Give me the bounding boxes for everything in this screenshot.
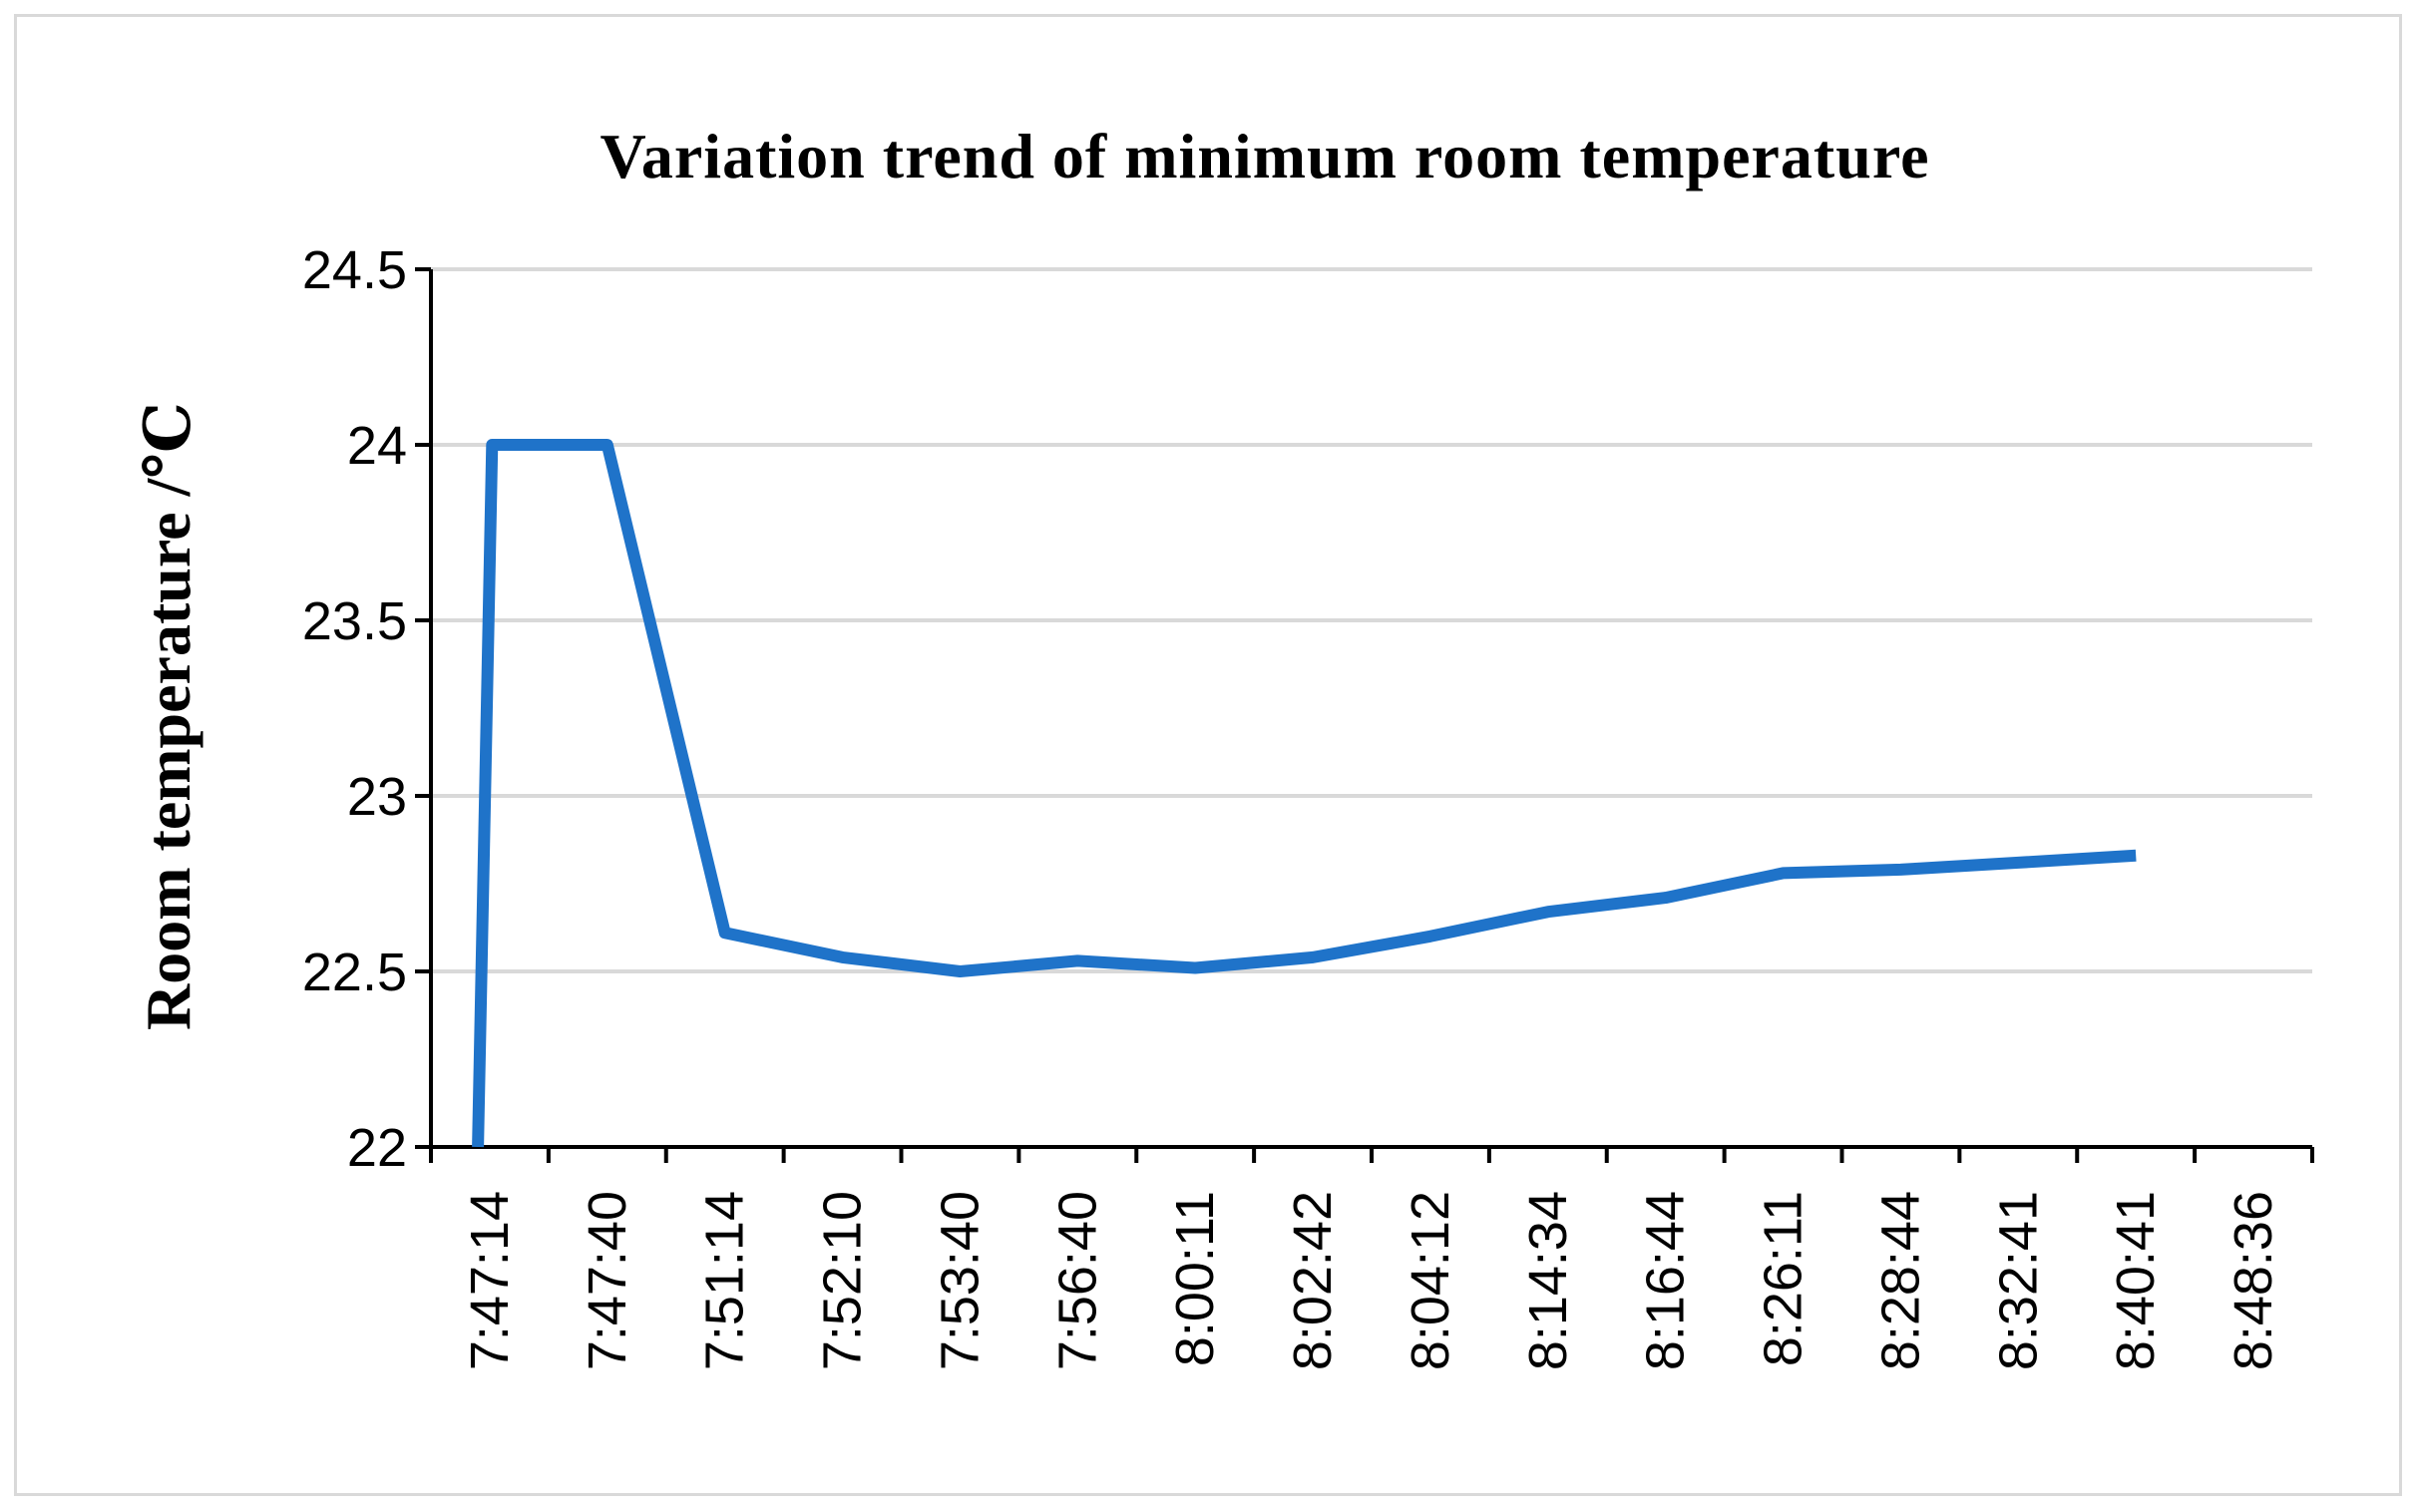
y-tick-label-24.5: 24.5 bbox=[302, 240, 407, 300]
x-tick-label-12: 8:28:44 bbox=[1870, 1191, 1930, 1370]
x-tick-label-3: 7:52:10 bbox=[813, 1191, 873, 1370]
y-tick-label-22.5: 22.5 bbox=[302, 943, 407, 1002]
x-tick-label-9: 8:14:34 bbox=[1518, 1191, 1578, 1370]
x-tick-label-2: 7:51:14 bbox=[695, 1191, 755, 1370]
chart-title: Variation trend of minimum room temperat… bbox=[601, 121, 1930, 191]
x-tick-label-8: 8:04:12 bbox=[1401, 1191, 1460, 1370]
chart-frame bbox=[14, 14, 2402, 1496]
y-axis-label: Room temperature /℃ bbox=[133, 402, 203, 1030]
y-tick-label-22: 22 bbox=[347, 1118, 407, 1178]
y-tick-label-23.5: 23.5 bbox=[302, 591, 407, 651]
y-tick-label-24: 24 bbox=[347, 416, 407, 476]
y-tick-label-23: 23 bbox=[347, 767, 407, 827]
series-line-0 bbox=[472, 439, 2137, 1148]
x-tick-label-4: 7:53:40 bbox=[930, 1191, 990, 1370]
x-tick-label-5: 7:56:40 bbox=[1047, 1191, 1107, 1370]
gridlines bbox=[431, 267, 2312, 973]
x-tick-labels: 7:47:14 7:47:40 7:51:14 7:52:10 7:53:40 7:56:… bbox=[460, 1191, 2283, 1370]
x-tick-label-14: 8:40:41 bbox=[2106, 1191, 2166, 1370]
x-tick-label-1: 7:47:40 bbox=[578, 1191, 637, 1370]
x-tick-label-15: 8:48:36 bbox=[2223, 1191, 2283, 1370]
x-tick-label-0: 7:47:14 bbox=[460, 1191, 520, 1370]
x-tick-label-11: 8:26:11 bbox=[1754, 1191, 1814, 1366]
x-tick-label-6: 8:00:11 bbox=[1165, 1191, 1225, 1366]
series-group bbox=[472, 439, 2137, 1148]
y-tick-labels: 22 22.5 23 23.5 24 24.5 bbox=[302, 240, 407, 1178]
axes bbox=[415, 267, 2314, 1163]
x-tick-label-7: 8:02:42 bbox=[1283, 1191, 1343, 1370]
x-tick-label-10: 8:16:44 bbox=[1636, 1191, 1696, 1370]
x-tick-label-13: 8:32:41 bbox=[1988, 1191, 2048, 1370]
